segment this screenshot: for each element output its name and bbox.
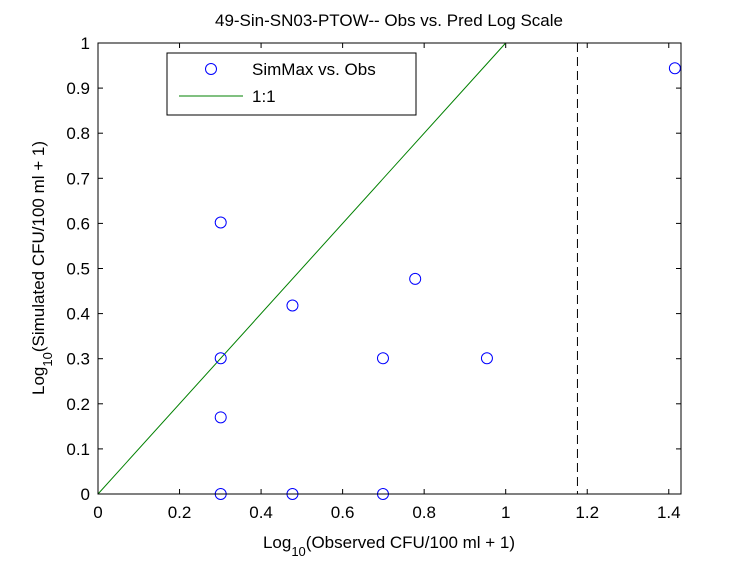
x-tick-label: 1.2 bbox=[575, 503, 599, 522]
x-tick-label: 0.8 bbox=[412, 503, 436, 522]
legend-label-series-2: 1:1 bbox=[252, 87, 276, 106]
x-axis-ticks: 0 0.2 0.4 0.6 0.8 1 1.2 1.4 bbox=[93, 43, 681, 522]
legend-marker-circle bbox=[205, 63, 217, 75]
x-axis-label-prefix: Log bbox=[263, 533, 291, 552]
data-point bbox=[376, 352, 389, 365]
y-tick-label: 0.9 bbox=[66, 79, 90, 98]
data-point bbox=[214, 411, 227, 424]
x-axis-label: Log10(Observed CFU/100 ml + 1) bbox=[263, 533, 515, 559]
x-axis-label-suffix: (Observed CFU/100 ml + 1) bbox=[306, 533, 515, 552]
x-tick-label: 0.2 bbox=[168, 503, 192, 522]
y-tick-label: 0.5 bbox=[66, 260, 90, 279]
data-point bbox=[286, 299, 299, 312]
y-axis-label-prefix: Log bbox=[29, 367, 48, 395]
data-point bbox=[214, 352, 227, 365]
y-tick-label: 0.2 bbox=[66, 395, 90, 414]
one-to-one-line bbox=[97, 42, 507, 495]
x-tick-label: 0 bbox=[93, 503, 102, 522]
data-point bbox=[409, 272, 422, 285]
y-tick-label: 1 bbox=[81, 34, 90, 53]
y-axis-label: Log10(Simulated CFU/100 ml + 1) bbox=[29, 141, 55, 395]
data-point bbox=[668, 62, 681, 75]
plot-area bbox=[98, 43, 681, 494]
y-tick-label: 0.6 bbox=[66, 214, 90, 233]
legend: SimMax vs. Obs 1:1 bbox=[166, 52, 417, 116]
x-tick-label: 1.4 bbox=[657, 503, 681, 522]
plot-frame bbox=[97, 42, 682, 495]
legend-label-series-1: SimMax vs. Obs bbox=[252, 60, 376, 79]
x-tick-label: 0.4 bbox=[249, 503, 273, 522]
y-tick-label: 0.7 bbox=[66, 169, 90, 188]
y-axis-label-subscript: 10 bbox=[40, 352, 55, 366]
y-tick-label: 0.1 bbox=[66, 440, 90, 459]
y-axis-label-suffix: (Simulated CFU/100 ml + 1) bbox=[29, 141, 48, 352]
y-tick-label: 0 bbox=[81, 485, 90, 504]
chart-title: 49-Sin-SN03-PTOW-- Obs vs. Pred Log Scal… bbox=[215, 11, 563, 30]
data-point bbox=[214, 216, 227, 229]
data-point bbox=[480, 352, 493, 365]
y-tick-label: 0.3 bbox=[66, 350, 90, 369]
y-tick-label: 0.4 bbox=[66, 305, 90, 324]
series-lines bbox=[97, 42, 507, 495]
y-tick-label: 0.8 bbox=[66, 124, 90, 143]
legend-box bbox=[166, 52, 417, 116]
x-tick-label: 0.6 bbox=[331, 503, 355, 522]
x-tick-label: 1 bbox=[501, 503, 510, 522]
x-axis-label-subscript: 10 bbox=[291, 544, 305, 559]
y-axis-ticks: 0 0.1 0.2 0.3 0.4 0.5 0.6 0.7 0.8 0.9 1 bbox=[66, 34, 681, 504]
